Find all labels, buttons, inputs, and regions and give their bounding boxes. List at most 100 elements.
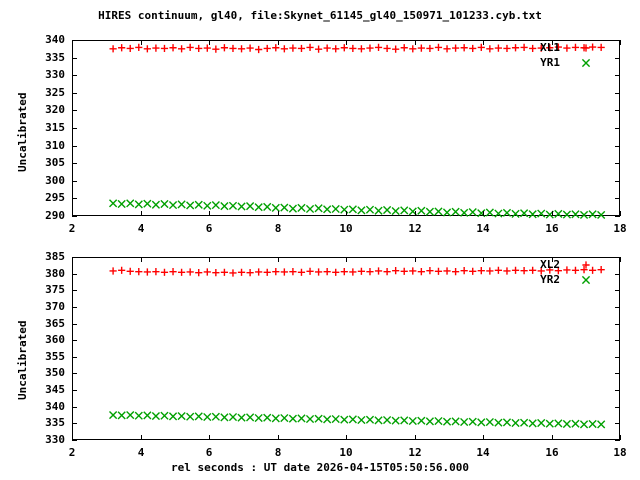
x-tick-mark	[141, 435, 142, 440]
y-tick-mark	[615, 423, 620, 424]
y-tick-mark	[72, 423, 77, 424]
y-tick-mark	[615, 40, 620, 41]
data-point	[195, 269, 203, 277]
data-point	[554, 419, 563, 428]
data-point	[374, 416, 383, 425]
data-point	[254, 203, 263, 212]
y-tick-label: 350	[45, 366, 65, 379]
y-tick-label: 335	[45, 51, 65, 64]
data-point	[280, 413, 289, 423]
data-point	[237, 413, 246, 422]
y-tick-mark	[72, 440, 77, 441]
y-tick-label: 365	[45, 317, 65, 330]
y-tick-mark	[615, 440, 620, 441]
data-point	[426, 44, 434, 53]
data-point	[203, 201, 212, 210]
data-point	[589, 43, 597, 51]
data-point	[434, 43, 443, 51]
y-tick-mark	[72, 128, 77, 129]
plot-frame-bottom	[72, 257, 620, 440]
data-point	[486, 267, 494, 275]
data-point	[425, 207, 435, 216]
data-point	[220, 44, 229, 52]
data-point	[468, 208, 477, 217]
x-tick-label: 8	[274, 446, 282, 459]
x-tick-mark	[141, 257, 142, 262]
y-tick-mark	[615, 373, 620, 374]
data-point	[305, 414, 315, 424]
data-point	[109, 410, 118, 420]
y-tick-label: 340	[45, 33, 65, 46]
data-point	[571, 266, 580, 274]
data-point	[563, 266, 571, 274]
y-tick-label: 315	[45, 121, 65, 134]
data-point	[280, 45, 288, 53]
data-point	[581, 58, 591, 68]
data-point	[220, 413, 229, 422]
data-point	[212, 269, 220, 277]
data-point	[211, 200, 220, 210]
data-point	[477, 267, 485, 275]
x-tick-label: 16	[545, 222, 559, 235]
data-point	[126, 267, 134, 275]
data-point	[228, 201, 238, 210]
y-tick-mark	[615, 181, 620, 182]
data-point	[365, 415, 375, 424]
y-tick-label: 330	[45, 433, 65, 446]
data-point	[400, 416, 409, 425]
x-tick-label: 16	[545, 446, 559, 459]
data-point	[597, 210, 606, 220]
x-tick-label: 10	[339, 222, 353, 235]
data-point	[434, 207, 443, 216]
data-point	[400, 206, 409, 215]
data-point	[537, 44, 545, 52]
data-point	[212, 45, 220, 53]
data-point	[195, 44, 203, 53]
data-point	[211, 412, 220, 421]
data-point	[134, 200, 143, 209]
data-point	[554, 267, 562, 275]
y-tick-mark	[615, 324, 620, 325]
data-point	[357, 45, 366, 53]
y-tick-mark	[72, 324, 77, 325]
y-tick-label: 300	[45, 174, 65, 187]
y-tick-label: 310	[45, 139, 65, 152]
data-point	[263, 413, 272, 422]
data-point	[203, 44, 211, 52]
y-tick-label: 375	[45, 283, 65, 296]
y-tick-mark	[72, 257, 77, 258]
data-point	[126, 199, 135, 208]
x-tick-mark	[72, 435, 73, 440]
data-point	[143, 268, 151, 276]
x-tick-mark	[620, 40, 621, 45]
x-tick-mark	[278, 435, 279, 440]
data-point	[229, 269, 237, 277]
x-tick-mark	[72, 257, 73, 262]
x-tick-mark	[141, 211, 142, 216]
x-tick-label: 12	[408, 222, 422, 235]
data-point	[178, 45, 186, 53]
data-point	[177, 411, 186, 421]
data-point	[246, 44, 254, 52]
y-tick-label: 330	[45, 68, 65, 81]
data-point	[520, 418, 529, 427]
data-point	[151, 200, 161, 209]
x-tick-label: 2	[68, 222, 76, 235]
data-point	[582, 261, 590, 269]
y-tick-mark	[72, 181, 77, 182]
data-point	[409, 45, 417, 53]
series-xl2	[109, 266, 605, 277]
data-point	[365, 205, 375, 214]
data-point	[485, 208, 494, 217]
data-point	[272, 44, 280, 52]
data-point	[442, 417, 452, 426]
data-point	[126, 44, 134, 53]
y-tick-mark	[615, 390, 620, 391]
data-point	[383, 44, 391, 53]
y-tick-mark	[72, 198, 77, 199]
data-point	[563, 44, 571, 52]
x-tick-mark	[346, 40, 347, 45]
x-tick-mark	[415, 435, 416, 440]
data-point	[391, 416, 400, 425]
